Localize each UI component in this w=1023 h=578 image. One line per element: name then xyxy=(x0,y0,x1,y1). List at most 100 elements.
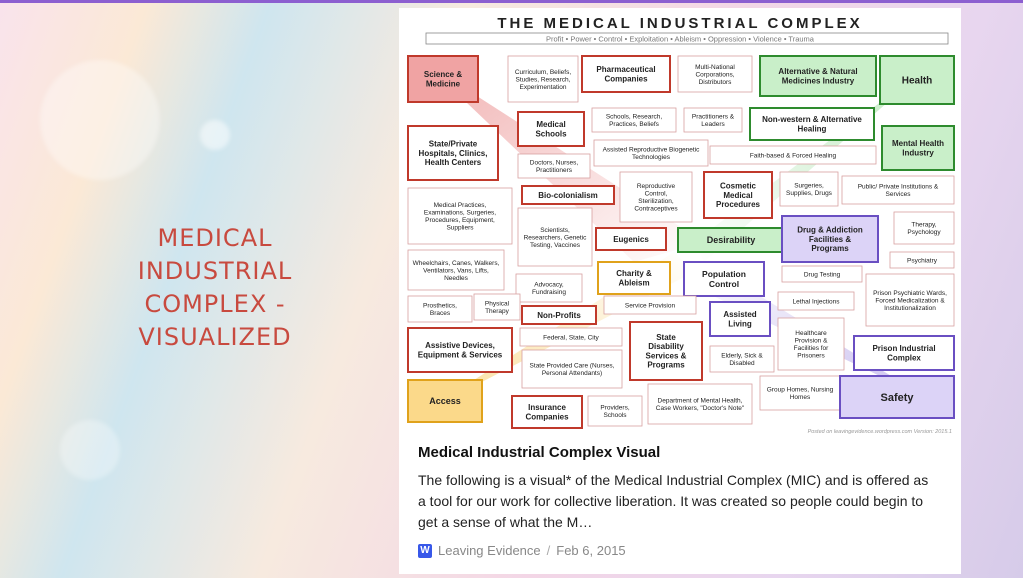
mic-box-label: Surgeries, Supplies, Drugs xyxy=(786,183,833,197)
mic-box-medical-practices-examinations-surgeries: Medical Practices, Examinations, Surgerie… xyxy=(407,187,513,245)
mic-box-label: Non-western & Alternative Healing xyxy=(762,115,862,133)
mic-box-label: Wheelchairs, Canes, Walkers, Ventilators,… xyxy=(413,260,500,282)
mic-box-label: Health xyxy=(902,76,933,87)
mic-box-label: Prison Psychiatric Wards, Forced Medicali… xyxy=(873,290,947,312)
mic-box-label: Reproductive Control, Sterilization, Contra… xyxy=(634,183,678,212)
mic-box-label: Charity & Ableism xyxy=(616,269,652,287)
mic-box-label: Advocacy, Fundraising xyxy=(532,282,566,296)
mic-box-label: Curriculum, Beliefs, Studies, Research, Ex… xyxy=(515,69,572,91)
mic-box-label: Science & Medicine xyxy=(424,70,462,88)
mic-box-physical-therapy: Physical Therapy xyxy=(473,293,521,321)
mic-box-label: Prison Industrial Complex xyxy=(872,344,935,362)
mic-box-faith-based-forced-healing: Faith-based & Forced Healing xyxy=(709,145,877,165)
meta-separator: / xyxy=(546,543,551,558)
mic-box-label: Medical Schools xyxy=(535,120,567,138)
mic-box-label: Pharmaceutical Companies xyxy=(596,65,655,83)
mic-box-curriculum-beliefs-studies-research-expe: Curriculum, Beliefs, Studies, Research, Ex… xyxy=(507,55,579,103)
mic-box-drug-testing: Drug Testing xyxy=(781,265,863,283)
mic-box-drug-addiction-facilities-programs: Drug & Addiction Facilities & Programs xyxy=(781,215,879,263)
mic-box-prison-industrial-complex: Prison Industrial Complex xyxy=(853,335,955,371)
mic-box-label: Schools, Research, Practices, Beliefs xyxy=(606,114,663,128)
mic-box-label: Elderly, Sick & Disabled xyxy=(721,353,763,367)
mic-box-group-homes-nursing-homes: Group Homes, Nursing Homes xyxy=(759,375,841,411)
mic-box-label: Assistive Devices, Equipment & Services xyxy=(418,341,503,359)
mic-box-label: Therapy, Psychology xyxy=(907,222,941,236)
post-excerpt: The following is a visual* of the Medica… xyxy=(418,472,929,530)
mic-box-label: Practitioners & Leaders xyxy=(692,114,735,128)
mic-box-pharmaceutical-companies: Pharmaceutical Companies xyxy=(581,55,671,93)
mic-box-providers-schools: Providers, Schools xyxy=(587,395,643,427)
mic-box-assisted-living: Assisted Living xyxy=(709,301,771,337)
post-source[interactable]: Leaving Evidence xyxy=(438,543,541,558)
mic-box-label: Eugenics xyxy=(613,235,649,244)
mic-box-charity-ableism: Charity & Ableism xyxy=(597,261,671,295)
mic-box-lethal-injections: Lethal Injections xyxy=(777,291,855,311)
mic-box-assistive-devices-equipment-services: Assistive Devices, Equipment & Services xyxy=(407,327,513,373)
mic-box-reproductive-control-sterilization-contr: Reproductive Control, Sterilization, Contra… xyxy=(619,171,693,223)
mic-box-service-provision: Service Provision xyxy=(603,295,697,315)
mic-box-label: Department of Mental Health, Case Workers… xyxy=(656,398,745,412)
mic-box-label: Non-Profits xyxy=(537,311,581,320)
mic-poster-image[interactable]: THE MEDICAL INDUSTRIAL COMPLEX Profit • … xyxy=(404,12,956,438)
post-meta: W Leaving Evidence / Feb 6, 2015 xyxy=(418,543,626,558)
mic-box-label: Assisted Reproductive Biogenetic Technolo… xyxy=(603,147,701,161)
mic-box-label: Providers, Schools xyxy=(600,405,629,419)
mic-box-label: State Provided Care (Nurses, Personal Att… xyxy=(530,363,615,377)
mic-box-surgeries-supplies-drugs: Surgeries, Supplies, Drugs xyxy=(779,171,839,207)
mic-box-mental-health-industry: Mental Health Industry xyxy=(881,125,955,171)
mic-box-safety: Safety xyxy=(839,375,955,419)
mic-box-alternative-natural-medicines-industry: Alternative & Natural Medicines Industry xyxy=(759,55,877,97)
poster-subheading: Profit • Power • Control • Exploitation … xyxy=(546,35,815,44)
mic-box-prosthetics-braces: Prosthetics, Braces xyxy=(407,295,473,323)
mic-box-label: Physical Therapy xyxy=(485,301,510,315)
mic-box-department-of-mental-health-case-workers: Department of Mental Health, Case Workers… xyxy=(647,383,753,425)
mic-box-label: Healthcare Provision & Facilities for Priso… xyxy=(794,330,830,359)
mic-box-state-private-hospitals-clinics-health-c: State/Private Hospitals, Clinics, Health C… xyxy=(407,125,499,181)
mic-box-label: Doctors, Nurses, Practitioners xyxy=(530,160,579,174)
mic-box-medical-schools: Medical Schools xyxy=(517,111,585,147)
mic-diagram: THE MEDICAL INDUSTRIAL COMPLEX Profit • … xyxy=(407,15,955,435)
mic-box-label: Service Provision xyxy=(625,302,676,309)
mic-box-advocacy-fundraising: Advocacy, Fundraising xyxy=(515,273,583,303)
mic-box-label: Desirability xyxy=(707,235,756,245)
mic-box-label: Drug Testing xyxy=(804,271,841,278)
mic-box-prison-psychiatric-wards-forced-medicali: Prison Psychiatric Wards, Forced Medicali… xyxy=(865,273,955,327)
mic-box-label: Insurance Companies xyxy=(525,403,569,421)
mic-box-health: Health xyxy=(879,55,955,105)
mic-box-access: Access xyxy=(407,379,483,423)
mic-box-label: Drug & Addiction Facilities & Programs xyxy=(797,226,863,253)
mic-box-label: Medical Practices, Examinations, Surgerie… xyxy=(424,202,496,231)
mic-box-scientists-researchers-genetic-testing-v: Scientists, Researchers, Genetic Testing, … xyxy=(517,207,593,267)
wordpress-icon: W xyxy=(418,543,432,558)
decorative-glow xyxy=(40,60,160,180)
mic-box-eugenics: Eugenics xyxy=(595,227,667,251)
mic-box-label: State Disability Services & Programs xyxy=(646,333,687,370)
post-title[interactable]: Medical Industrial Complex Visual xyxy=(418,444,661,461)
mic-box-non-western-alternative-healing: Non-western & Alternative Healing xyxy=(749,107,875,141)
mic-box-label: Scientists, Researchers, Genetic Testing, … xyxy=(524,227,588,249)
mic-box-label: Assisted Living xyxy=(723,310,756,328)
mic-box-label: Prosthetics, Braces xyxy=(423,303,457,317)
mic-box-label: Mental Health Industry xyxy=(892,139,944,157)
poster-footer: Posted on leavingevidence.wordpress.com … xyxy=(808,429,952,435)
side-title: MEDICAL INDUSTRIAL COMPLEX - VISUALIZED xyxy=(137,224,293,351)
mic-box-bio-colonialism: Bio-colonialism xyxy=(521,185,615,205)
mic-box-state-disability-services-programs: State Disability Services & Programs xyxy=(629,321,703,381)
poster-heading: THE MEDICAL INDUSTRIAL COMPLEX xyxy=(497,15,862,32)
mic-box-science-medicine: Science & Medicine xyxy=(407,55,479,103)
mic-box-label: Access xyxy=(429,396,461,406)
mic-box-state-provided-care-nurses-personal-atte: State Provided Care (Nurses, Personal Att… xyxy=(521,349,623,389)
mic-box-label: Safety xyxy=(880,392,914,404)
mic-box-psychiatry: Psychiatry xyxy=(889,251,955,269)
mic-box-doctors-nurses-practitioners: Doctors, Nurses, Practitioners xyxy=(517,153,591,179)
mic-box-label: Lethal Injections xyxy=(793,298,841,305)
mic-box-public-private-institutions-services: Public/ Private Institutions & Services xyxy=(841,175,955,205)
mic-box-label: Cosmetic Medical Procedures xyxy=(716,182,761,209)
decorative-glow xyxy=(60,420,120,480)
link-preview-card[interactable]: THE MEDICAL INDUSTRIAL COMPLEX Profit • … xyxy=(399,8,961,574)
mic-box-label: Alternative & Natural Medicines Industry xyxy=(778,67,857,85)
mic-box-label: Population Control xyxy=(702,269,746,289)
mic-box-practitioners-leaders: Practitioners & Leaders xyxy=(683,107,743,133)
mic-box-desirability: Desirability xyxy=(677,227,785,253)
